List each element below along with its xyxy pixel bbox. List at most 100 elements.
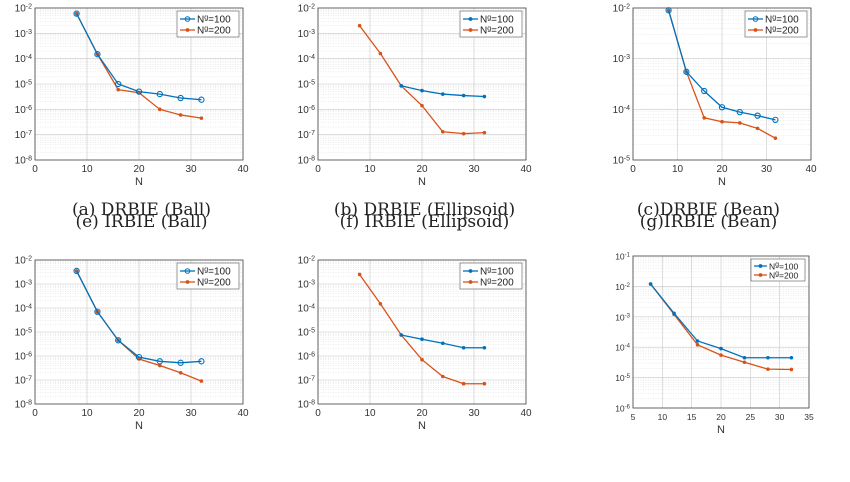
data-point xyxy=(754,112,761,119)
data-point xyxy=(158,107,162,112)
caption-c: (c)DRBIE (Bean) xyxy=(636,200,781,220)
y-tick-label: 10-3 xyxy=(298,28,315,40)
y-tick-label: 10-2 xyxy=(613,3,630,15)
y-tick-label: 10-4 xyxy=(298,303,315,315)
data-point xyxy=(461,381,466,386)
axes-frame xyxy=(632,7,812,161)
y-tick-label: 10-6 xyxy=(15,104,32,116)
x-tick-label: 20 xyxy=(133,408,145,419)
y-tick-label: 10-5 xyxy=(613,155,630,167)
data-point xyxy=(420,103,424,108)
data-point xyxy=(198,358,205,365)
data-point xyxy=(135,88,143,95)
y-tick-label: 10-2 xyxy=(298,3,315,15)
data-point xyxy=(135,353,143,361)
x-tick-label: 40 xyxy=(237,408,249,419)
data-point xyxy=(720,119,724,124)
data-point xyxy=(742,355,747,360)
x-tick-label: 25 xyxy=(746,412,756,422)
x-tick-label: 5 xyxy=(631,412,636,422)
data-point xyxy=(461,131,466,136)
data-point xyxy=(177,94,184,102)
y-tick-label: 10-8 xyxy=(15,155,32,167)
x-tick-label: 0 xyxy=(315,408,321,419)
data-point xyxy=(738,121,742,125)
y-tick-label: 10-5 xyxy=(15,327,32,339)
y-tick-label: 10-6 xyxy=(15,351,32,363)
x-tick-label: 30 xyxy=(185,164,197,175)
x-axis-label: N xyxy=(418,176,426,188)
data-point xyxy=(115,80,122,88)
y-tick-label: 10-8 xyxy=(15,399,32,411)
y-tick-label: 10-4 xyxy=(613,104,630,116)
axes-frame xyxy=(34,259,244,405)
legend-label: Ng=100 xyxy=(769,261,798,272)
data-point xyxy=(441,341,445,346)
caption-a: (a) DRBIE (Ball) xyxy=(71,200,212,220)
caption-e: (e) IRBIE (Ball) xyxy=(75,212,208,232)
chart-svg-g: 10-6 10-5 10-4 10-3 10-2 10-1 5 10 15 20 25 30 35 N Ng… xyxy=(615,252,814,437)
data-point xyxy=(695,342,700,347)
x-tick-label: 10 xyxy=(672,164,684,175)
data-point xyxy=(199,116,204,120)
data-point xyxy=(461,345,466,350)
data-point xyxy=(441,92,445,96)
chart-panel-c: 10-5 10-4 10-3 10-2 0 10 20 30 40 N Ng=100 Ng=200 (c… xyxy=(567,0,850,241)
y-tick-label: 10-2 xyxy=(615,282,630,292)
data-point xyxy=(701,87,708,95)
data-point xyxy=(719,353,723,357)
x-tick-label: 10 xyxy=(364,164,376,175)
data-point xyxy=(482,381,487,386)
y-tick-label: 10-6 xyxy=(298,104,315,116)
data-point xyxy=(482,345,487,350)
axes-frame xyxy=(632,255,810,409)
data-point xyxy=(178,113,183,117)
data-point xyxy=(73,267,80,275)
data-point xyxy=(73,10,80,17)
data-point xyxy=(156,358,163,365)
x-tick-label: 20 xyxy=(416,408,428,419)
data-point xyxy=(789,355,794,360)
x-tick-label: 10 xyxy=(364,408,376,419)
data-point xyxy=(199,379,204,383)
y-tick-label: 10-1 xyxy=(615,252,630,262)
y-tick-label: 10-3 xyxy=(298,279,315,291)
data-point xyxy=(94,308,101,315)
y-tick-label: 10-5 xyxy=(298,327,315,339)
chart-svg-e: 10-8 10-7 10-6 10-5 10-4 10-3 10-2 0 10 20 30 40 N Ng… xyxy=(15,255,249,432)
x-tick-label: 30 xyxy=(775,412,785,422)
data-point xyxy=(719,346,723,351)
chart-svg-f: 10-8 10-7 10-6 10-5 10-4 10-3 10-2 0 10 20 30 40 N Ng… xyxy=(298,255,532,432)
axes-frame xyxy=(317,259,527,405)
series-line xyxy=(76,13,202,101)
x-tick-label: 30 xyxy=(761,164,773,175)
legend-label: Ng=100 xyxy=(765,14,799,26)
data-point xyxy=(156,90,163,98)
data-point xyxy=(648,282,653,286)
series-line xyxy=(667,10,776,121)
x-tick-label: 35 xyxy=(804,412,814,422)
x-axis-label: N xyxy=(135,176,143,188)
data-point xyxy=(736,108,743,116)
legend-label: Ng=200 xyxy=(765,25,799,37)
axes-frame xyxy=(317,7,527,161)
data-point xyxy=(94,51,101,58)
x-axis-label: N xyxy=(135,420,143,432)
y-tick-label: 10-4 xyxy=(615,343,630,353)
y-tick-label: 10-2 xyxy=(15,255,32,267)
data-point xyxy=(718,104,726,111)
data-point xyxy=(789,367,794,372)
data-point xyxy=(742,360,747,365)
data-point xyxy=(357,272,362,277)
data-point xyxy=(399,333,403,337)
series-line xyxy=(76,270,202,364)
data-point xyxy=(766,355,770,360)
x-tick-label: 40 xyxy=(520,408,532,419)
legend-label: Ng=100 xyxy=(480,14,514,26)
x-tick-label: 40 xyxy=(237,164,249,175)
x-tick-label: 30 xyxy=(468,164,480,175)
data-point xyxy=(766,367,770,371)
